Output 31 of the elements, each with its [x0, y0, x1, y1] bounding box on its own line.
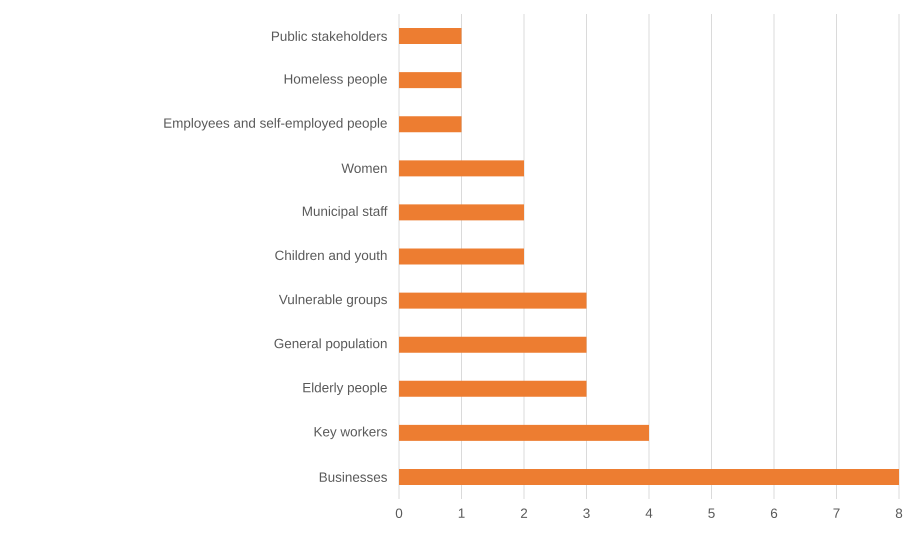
y-tick-label: General population	[274, 338, 387, 351]
y-tick-label: Homeless people	[284, 74, 387, 86]
y-tick-label: Women	[341, 164, 387, 174]
bar	[399, 336, 586, 353]
x-tick-label: 0	[396, 508, 402, 518]
bar	[399, 380, 586, 397]
bar	[399, 160, 524, 176]
bar	[399, 468, 899, 485]
bar	[399, 292, 586, 309]
y-tick-label: Vulnerable groups	[278, 294, 387, 307]
bar	[399, 424, 649, 441]
bar	[399, 248, 524, 265]
y-tick-label: Employees and self-employed people	[164, 118, 387, 131]
bar	[399, 204, 524, 220]
bar	[399, 116, 462, 132]
x-tick-label: 4	[646, 508, 652, 518]
bar	[399, 28, 462, 44]
y-tick-label: Elderly people	[303, 382, 387, 396]
x-tick-label: 8	[896, 508, 902, 518]
x-tick-label: 6	[770, 508, 778, 518]
x-tick-label: 5	[708, 508, 715, 518]
y-tick-label: Public stakeholders	[272, 31, 387, 41]
x-tick-label: 3	[583, 508, 590, 518]
y-tick-label: Key workers	[314, 426, 387, 440]
y-tick-label: Children and youth	[275, 250, 387, 263]
y-tick-label: Municipal staff	[302, 206, 388, 219]
x-tick-label: 2	[520, 508, 528, 518]
x-tick-label: 7	[833, 508, 840, 518]
bar	[399, 72, 462, 88]
y-tick-label: Businesses	[320, 472, 387, 482]
x-tick-label: 1	[458, 508, 465, 518]
